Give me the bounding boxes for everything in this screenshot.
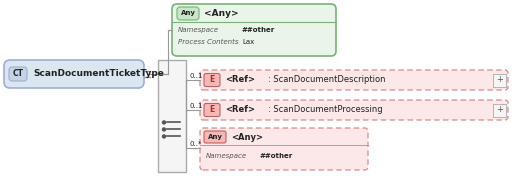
Circle shape [162, 135, 165, 138]
FancyBboxPatch shape [204, 103, 220, 116]
Bar [158, 60, 186, 172]
FancyBboxPatch shape [177, 7, 199, 20]
Text: CT: CT [12, 69, 23, 78]
Text: ##other: ##other [242, 27, 275, 33]
Text: Any: Any [180, 11, 196, 17]
Circle shape [162, 121, 165, 124]
Text: Process Contents: Process Contents [178, 39, 239, 45]
FancyBboxPatch shape [200, 128, 368, 170]
Text: Lax: Lax [242, 39, 254, 45]
Text: 0..1: 0..1 [190, 73, 203, 79]
Text: : ScanDocumentProcessing: : ScanDocumentProcessing [268, 106, 383, 114]
Text: E: E [210, 106, 215, 114]
FancyBboxPatch shape [9, 67, 27, 81]
Text: E: E [210, 75, 215, 85]
Text: <Any>: <Any> [204, 9, 239, 18]
Text: ##other: ##other [260, 153, 293, 159]
Text: +: + [496, 75, 503, 85]
Circle shape [162, 128, 165, 131]
FancyBboxPatch shape [200, 70, 508, 90]
Bar [493, 74, 506, 87]
FancyBboxPatch shape [200, 100, 508, 120]
Text: <Ref>: <Ref> [225, 106, 255, 114]
Text: <Ref>: <Ref> [225, 75, 255, 85]
FancyBboxPatch shape [204, 74, 220, 87]
FancyBboxPatch shape [4, 60, 144, 88]
Bar [493, 103, 506, 116]
Text: +: + [496, 106, 503, 114]
Text: Namespace: Namespace [206, 153, 247, 159]
Text: <Any>: <Any> [231, 132, 263, 142]
Text: Any: Any [207, 134, 223, 140]
Text: : ScanDocumentDescription: : ScanDocumentDescription [268, 75, 385, 85]
FancyBboxPatch shape [204, 131, 226, 143]
Text: Namespace: Namespace [178, 27, 219, 33]
Text: ScanDocumentTicketType: ScanDocumentTicketType [33, 69, 164, 78]
Text: 0..*: 0..* [190, 141, 202, 147]
Text: 0..1: 0..1 [190, 103, 203, 109]
FancyBboxPatch shape [172, 4, 336, 56]
